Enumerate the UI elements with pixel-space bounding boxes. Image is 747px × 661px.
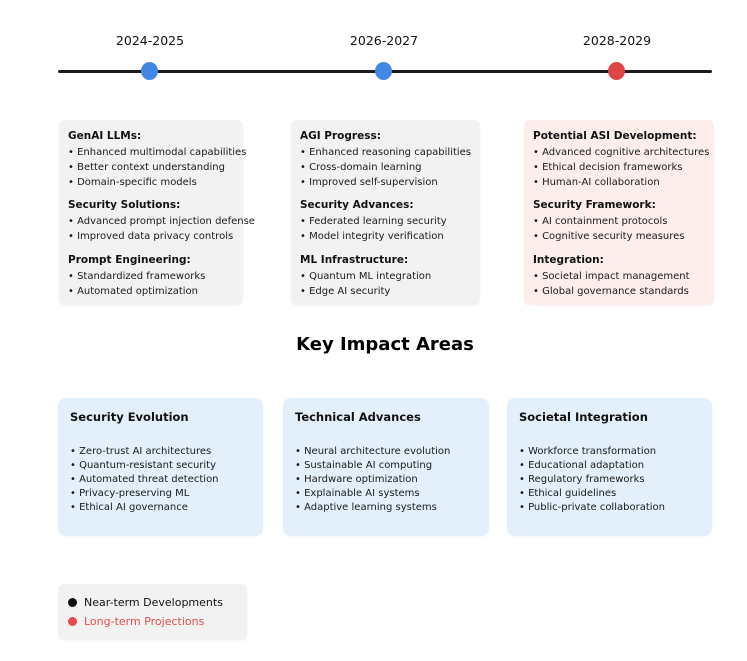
impact-box-societal-integration: Societal Integration Workforce transforma… xyxy=(507,398,712,536)
bullet-item: Enhanced reasoning capabilities xyxy=(300,146,471,161)
bullet-item: Workforce transformation xyxy=(519,445,700,459)
bullet-item: Ethical AI governance xyxy=(70,501,251,515)
impact-box-technical-advances: Technical Advances Neural architecture ev… xyxy=(283,398,489,536)
bullet-item: Explainable AI systems xyxy=(295,487,477,501)
impact-box-security-evolution: Security Evolution Zero-trust AI architec… xyxy=(58,398,263,536)
bullet-item: AI containment protocols xyxy=(533,215,705,230)
timeline-label-2026-2027: 2026-2027 xyxy=(349,33,419,48)
timeline-label-2028-2029: 2028-2029 xyxy=(582,33,652,48)
section-heading: GenAI LLMs: xyxy=(68,130,142,142)
period-box-2028-2029: Potential ASI Development: Advanced cogni… xyxy=(524,120,714,305)
bullet-item: Adaptive learning systems xyxy=(295,501,477,515)
bullet-item: Automated threat detection xyxy=(70,473,251,487)
section-heading: Security Framework: xyxy=(533,199,656,212)
section-heading: Integration: xyxy=(533,253,604,266)
timeline-dot-2028-2029 xyxy=(608,62,625,80)
bullet-item: Federated learning security xyxy=(300,215,471,230)
bullet-item: Global governance standards xyxy=(533,285,705,300)
section-heading: AGI Progress: xyxy=(300,130,381,142)
bullet-item: Quantum-resistant security xyxy=(70,459,251,473)
section-heading: Security Solutions: xyxy=(68,199,181,212)
bullet-item: Societal impact management xyxy=(533,270,705,285)
bullet-item: Human-AI collaboration xyxy=(533,176,705,191)
legend-label: Long-term Projections xyxy=(84,615,205,628)
section-heading: Security Advances: xyxy=(300,199,414,212)
legend-label: Near-term Developments xyxy=(84,596,223,609)
period-box-2026-2027: AGI Progress: Enhanced reasoning capabili… xyxy=(291,120,480,305)
timeline-label-2024-2025: 2024-2025 xyxy=(115,33,185,48)
legend-dot-icon xyxy=(68,598,77,607)
bullet-item: Public-private collaboration xyxy=(519,501,700,515)
legend-dot-icon xyxy=(68,617,77,626)
bullet-item: Enhanced multimodal capabilities xyxy=(68,146,246,161)
bullet-item: Standardized frameworks xyxy=(68,270,234,285)
bullet-item: Advanced cognitive architectures xyxy=(533,146,709,161)
legend-row: Near-term Developments xyxy=(68,593,237,612)
bullet-item: Sustainable AI computing xyxy=(295,459,477,473)
impact-box-title: Security Evolution xyxy=(70,410,189,424)
bullet-item: Ethical decision frameworks xyxy=(533,161,705,176)
impact-box-title: Technical Advances xyxy=(295,410,421,424)
bullet-item: Educational adaptation xyxy=(519,459,700,473)
section-heading: Potential ASI Development: xyxy=(533,130,697,142)
bullet-item: Better context understanding xyxy=(68,161,234,176)
bullet-item: Domain-specific models xyxy=(68,176,234,191)
bullet-item: Regulatory frameworks xyxy=(519,473,700,487)
timeline-dot-2026-2027 xyxy=(375,62,392,80)
bullet-item: Improved data privacy controls xyxy=(68,230,234,245)
key-impact-areas-title: Key Impact Areas xyxy=(296,334,474,355)
bullet-item: Cross-domain learning xyxy=(300,161,471,176)
bullet-item: Cognitive security measures xyxy=(533,230,705,245)
bullet-item: Neural architecture evolution xyxy=(295,445,477,459)
bullet-item: Advanced prompt injection defense xyxy=(68,215,255,230)
bullet-item: Edge AI security xyxy=(300,285,471,300)
section-heading: ML Infrastructure: xyxy=(300,253,409,266)
legend-row: Long-term Projections xyxy=(68,612,237,631)
bullet-item: Improved self-supervision xyxy=(300,176,471,191)
period-box-2024-2025: GenAI LLMs: Enhanced multimodal capabilit… xyxy=(59,120,255,305)
bullet-item: Automated optimization xyxy=(68,285,234,300)
bullet-item: Ethical guidelines xyxy=(519,487,700,501)
timeline-dot-2024-2025 xyxy=(141,62,158,80)
bullet-item: Privacy-preserving ML xyxy=(70,487,251,501)
bullet-item: Zero-trust AI architectures xyxy=(70,445,251,459)
bullet-item: Model integrity verification xyxy=(300,230,471,245)
legend: Near-term Developments Long-term Projecti… xyxy=(58,584,247,640)
bullet-item: Quantum ML integration xyxy=(300,270,471,285)
section-heading: Prompt Engineering: xyxy=(68,253,191,266)
impact-box-title: Societal Integration xyxy=(519,410,648,424)
bullet-item: Hardware optimization xyxy=(295,473,477,487)
